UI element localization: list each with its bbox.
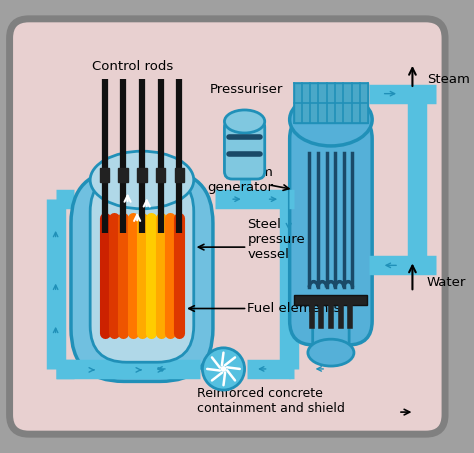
Text: Fuel elements: Fuel elements: [247, 302, 341, 315]
Bar: [293, 83, 368, 123]
Text: Pressuriser: Pressuriser: [210, 82, 283, 96]
Circle shape: [220, 366, 227, 372]
Bar: [118, 169, 128, 182]
FancyBboxPatch shape: [313, 302, 349, 355]
Bar: [174, 169, 184, 182]
Bar: [156, 169, 165, 182]
Ellipse shape: [308, 339, 354, 366]
Circle shape: [202, 348, 245, 390]
Bar: [100, 169, 109, 182]
Text: Reinforced concrete
containment and shield: Reinforced concrete containment and shie…: [197, 386, 345, 414]
FancyBboxPatch shape: [71, 170, 213, 381]
Text: Water: Water: [427, 276, 466, 289]
Text: Control rods: Control rods: [92, 59, 173, 72]
FancyBboxPatch shape: [290, 115, 372, 345]
FancyBboxPatch shape: [225, 120, 264, 179]
Text: Steam: Steam: [427, 73, 470, 86]
Ellipse shape: [290, 93, 372, 146]
Ellipse shape: [90, 151, 194, 209]
FancyBboxPatch shape: [9, 19, 445, 434]
Text: Steam
generator: Steam generator: [207, 166, 273, 194]
Text: Steel
pressure
vessel: Steel pressure vessel: [247, 218, 305, 261]
Bar: [294, 295, 367, 305]
Ellipse shape: [225, 110, 264, 133]
Bar: [137, 169, 147, 182]
FancyBboxPatch shape: [90, 175, 194, 362]
